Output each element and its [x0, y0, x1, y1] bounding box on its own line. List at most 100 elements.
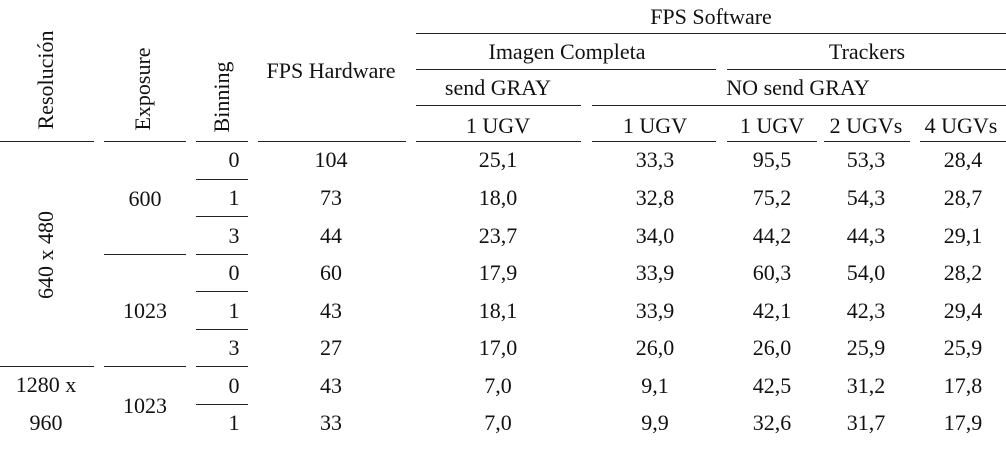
resolution-640x480: 640 x 480: [33, 211, 58, 299]
cell-send-gray-1ugv: 18,0: [478, 185, 518, 210]
cell-trackers-1ugv: 95,5: [752, 147, 792, 172]
cell-binning: 1: [228, 185, 240, 210]
exposure-separator: [104, 366, 186, 367]
cell-imagen-1ugv: 33,3: [635, 147, 675, 172]
cell-send-gray-1ugv: 23,7: [478, 223, 518, 248]
header-imagen-completa: Imagen Completa: [488, 39, 646, 64]
cell-trackers-2ugvs: 53,3: [846, 147, 886, 172]
binning-separator: [196, 254, 248, 255]
cell-imagen-1ugv: 34,0: [635, 223, 675, 248]
cell-trackers-1ugv: 42,1: [752, 298, 792, 323]
cell-trackers-4ugvs: 29,4: [943, 298, 983, 323]
cell-send-gray-1ugv: 25,1: [478, 147, 518, 172]
cell-fps-hardware: 43: [320, 298, 342, 323]
cell-trackers-2ugvs: 25,9: [846, 335, 886, 360]
cell-trackers-1ugv: 75,2: [752, 185, 792, 210]
cell-binning: 3: [228, 223, 240, 248]
header-resolucion: Resolución: [33, 30, 58, 130]
cell-fps-hardware: 43: [320, 373, 342, 398]
resolution-1280x960-line2: 960: [29, 410, 63, 435]
rule-under-send-gray: [416, 105, 581, 106]
cell-trackers-1ugv: 26,0: [752, 335, 792, 360]
binning-separator: [196, 329, 248, 330]
cell-trackers-2ugvs: 42,3: [846, 298, 886, 323]
exposure-1023: 1023: [123, 393, 167, 418]
header-no-send-gray: NO send GRAY: [726, 75, 870, 100]
header-bottom-rule: [727, 141, 817, 142]
header-bottom-rule: [416, 141, 581, 142]
header-fps-software: FPS Software: [650, 4, 772, 29]
header-bottom-rule: [104, 141, 186, 142]
rule-under-trackers: [727, 69, 1006, 70]
cell-trackers-2ugvs: 31,2: [846, 373, 886, 398]
cell-trackers-2ugvs: 54,0: [846, 260, 886, 285]
header-bottom-rule: [592, 141, 716, 142]
cell-trackers-4ugvs: 25,9: [943, 335, 983, 360]
cell-trackers-1ugv: 42,5: [752, 373, 792, 398]
header-bottom-rule: [920, 141, 1006, 142]
cell-trackers-2ugvs: 31,7: [846, 410, 886, 435]
header-binning: Binning: [209, 61, 234, 133]
cell-trackers-4ugvs: 17,8: [943, 373, 983, 398]
rule-under-imagen-completa: [416, 69, 716, 70]
cell-fps-hardware: 73: [320, 185, 342, 210]
cell-send-gray-1ugv: 17,9: [478, 260, 518, 285]
cell-trackers-1ugv: 60,3: [752, 260, 792, 285]
cell-binning: 0: [228, 373, 240, 398]
cell-fps-hardware: 104: [314, 147, 348, 172]
cell-trackers-4ugvs: 28,7: [943, 185, 983, 210]
resolution-1280x960-line1: 1280 x: [15, 372, 77, 397]
exposure-600: 600: [128, 186, 162, 211]
cell-fps-hardware: 60: [320, 260, 342, 285]
cell-binning: 1: [228, 410, 240, 435]
exposure-1023: 1023: [123, 298, 167, 323]
col-header-4ugvs: 4 UGVs: [924, 113, 998, 138]
cell-imagen-1ugv: 9,9: [641, 410, 669, 435]
col-header-1ugv-imagen: 1 UGV: [622, 113, 688, 138]
header-bottom-rule: [824, 141, 910, 142]
cell-trackers-4ugvs: 17,9: [943, 410, 983, 435]
cell-binning: 0: [228, 260, 240, 285]
header-trackers: Trackers: [828, 39, 906, 64]
binning-separator: [196, 366, 248, 367]
header-send-gray: send GRAY: [444, 75, 552, 100]
cell-send-gray-1ugv: 17,0: [478, 335, 518, 360]
binning-separator: [196, 404, 248, 405]
col-header-1ugv-send-gray: 1 UGV: [465, 113, 531, 138]
cell-trackers-2ugvs: 54,3: [846, 185, 886, 210]
cell-binning: 1: [228, 298, 240, 323]
header-exposure: Exposure: [130, 47, 155, 131]
header-bottom-rule: [258, 141, 406, 142]
cell-binning: 0: [228, 147, 240, 172]
header-fps-hardware: FPS Hardware: [266, 58, 396, 83]
cell-fps-hardware: 27: [320, 335, 342, 360]
cell-trackers-4ugvs: 28,2: [943, 260, 983, 285]
binning-separator: [196, 291, 248, 292]
cell-send-gray-1ugv: 18,1: [478, 298, 518, 323]
cell-imagen-1ugv: 33,9: [635, 260, 675, 285]
exposure-separator: [104, 254, 186, 255]
col-header-1ugv-trackers: 1 UGV: [739, 113, 805, 138]
rule-under-no-send-gray: [592, 105, 1006, 106]
cell-trackers-1ugv: 44,2: [752, 223, 792, 248]
cell-imagen-1ugv: 33,9: [635, 298, 675, 323]
cell-imagen-1ugv: 26,0: [635, 335, 675, 360]
cell-trackers-4ugvs: 28,4: [943, 147, 983, 172]
header-bottom-rule: [196, 141, 248, 142]
binning-separator: [196, 179, 248, 180]
cell-fps-hardware: 44: [320, 223, 342, 248]
cell-imagen-1ugv: 9,1: [641, 373, 669, 398]
cell-fps-hardware: 33: [320, 410, 342, 435]
cell-imagen-1ugv: 32,8: [635, 185, 675, 210]
cell-binning: 3: [228, 335, 240, 360]
rule-under-fps-software: [416, 33, 1006, 34]
cell-trackers-2ugvs: 44,3: [846, 223, 886, 248]
header-bottom-rule: [0, 141, 94, 142]
binning-separator: [196, 216, 248, 217]
cell-send-gray-1ugv: 7,0: [484, 410, 512, 435]
col-header-2ugvs: 2 UGVs: [829, 113, 903, 138]
cell-send-gray-1ugv: 7,0: [484, 373, 512, 398]
cell-trackers-1ugv: 32,6: [752, 410, 792, 435]
resolution-separator: [0, 366, 94, 367]
cell-trackers-4ugvs: 29,1: [943, 223, 983, 248]
